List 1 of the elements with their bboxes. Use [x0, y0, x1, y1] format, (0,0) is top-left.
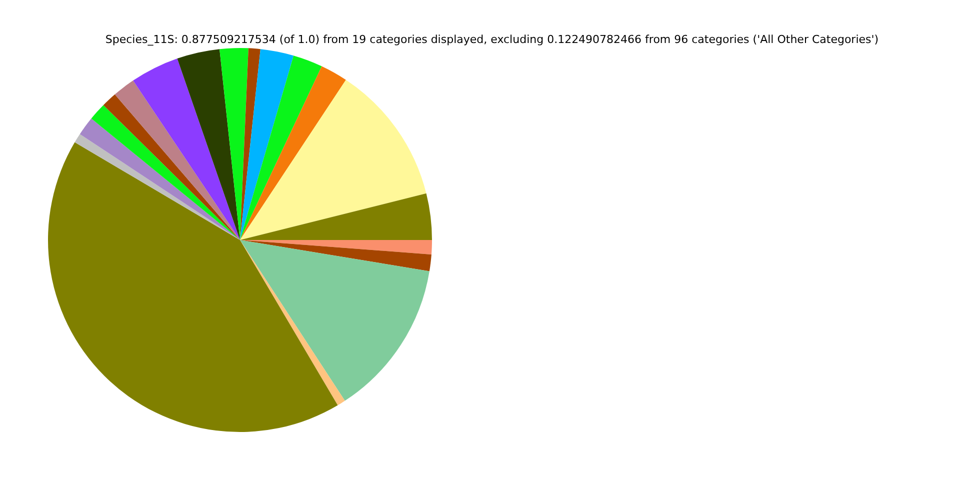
text: Species_11S: 0.877509217534 (of 1.0) from 19 categories displayed, excluding 0.122490782466 from 96 categories ('All Other Categories') — [104, 33, 880, 46]
